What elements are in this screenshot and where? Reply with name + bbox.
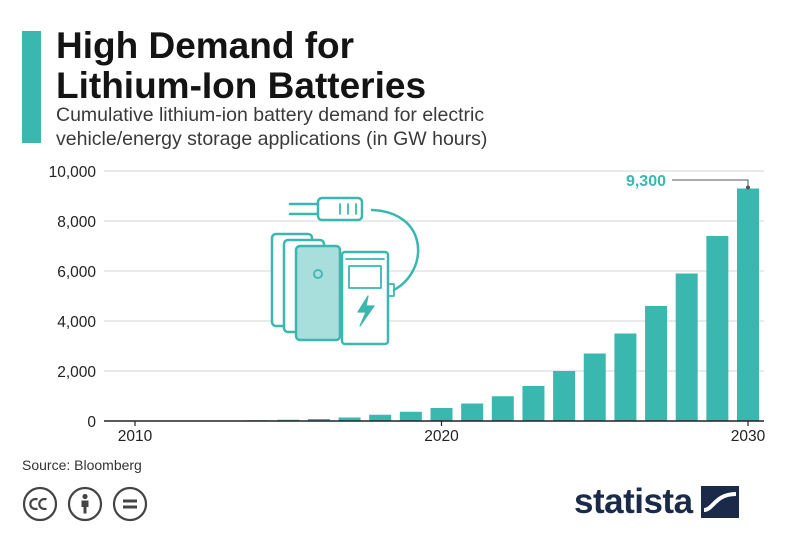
y-tick-label: 4,000 [57, 314, 96, 331]
source-note: Source: Bloomberg [22, 457, 142, 473]
bar [491, 396, 514, 421]
x-tick-label: 2030 [731, 428, 766, 445]
lightning-bolt-icon [357, 295, 375, 327]
bar [522, 386, 545, 421]
bars-layer [124, 188, 759, 422]
chart-subtitle: Cumulative lithium-ion battery demand fo… [56, 103, 776, 151]
bar [737, 188, 759, 421]
y-tick-label: 10,000 [49, 164, 97, 181]
bar [399, 411, 422, 421]
bar [614, 333, 637, 421]
y-tick-label: 0 [87, 414, 96, 431]
bar [583, 353, 606, 421]
battery-cell-front [294, 244, 342, 342]
title-line-1: High Demand for [56, 25, 355, 66]
annotation-leader-line [672, 179, 749, 188]
bar [675, 273, 698, 421]
by-icon[interactable] [67, 486, 103, 522]
subtitle-line-1: Cumulative lithium-ion battery demand fo… [56, 104, 485, 126]
chart-title: High Demand for Lithium-Ion Batteries [56, 26, 776, 106]
battery-symbol-icon [313, 269, 323, 279]
bar [369, 414, 392, 421]
bar [430, 408, 453, 421]
accent-bar [22, 31, 41, 143]
nd-icon[interactable] [112, 486, 148, 522]
bar [461, 403, 484, 421]
bar [645, 306, 668, 421]
cc-icon[interactable] [22, 486, 58, 522]
axis-layer: 2010 2020 2030 [104, 420, 766, 445]
station-screen [348, 265, 382, 289]
x-tick-label: 2010 [118, 428, 153, 445]
statista-logo[interactable]: statista [574, 482, 739, 522]
charging-station-icon [340, 250, 390, 346]
annotation-layer: 9,300 [626, 173, 750, 190]
bar [706, 236, 729, 421]
grid-layer: 0 2,000 4,000 6,000 8,000 10,000 [49, 164, 764, 431]
bar [553, 371, 576, 421]
brand-wordmark: statista [574, 482, 693, 521]
statista-mark-icon [700, 486, 739, 518]
annotation-label: 9,300 [626, 173, 666, 190]
license-icons [22, 486, 148, 522]
battery-charger-illustration [270, 196, 420, 346]
title-line-2: Lithium-Ion Batteries [56, 65, 427, 106]
subtitle-line-2: vehicle/energy storage applications (in … [56, 128, 488, 150]
y-tick-label: 6,000 [57, 264, 96, 281]
bar [338, 417, 361, 421]
charging-cable [370, 208, 420, 292]
annotation-dot [746, 185, 750, 190]
x-tick-label: 2020 [424, 428, 459, 445]
y-tick-label: 8,000 [57, 214, 96, 231]
y-tick-label: 2,000 [57, 364, 96, 381]
bar [307, 419, 330, 421]
